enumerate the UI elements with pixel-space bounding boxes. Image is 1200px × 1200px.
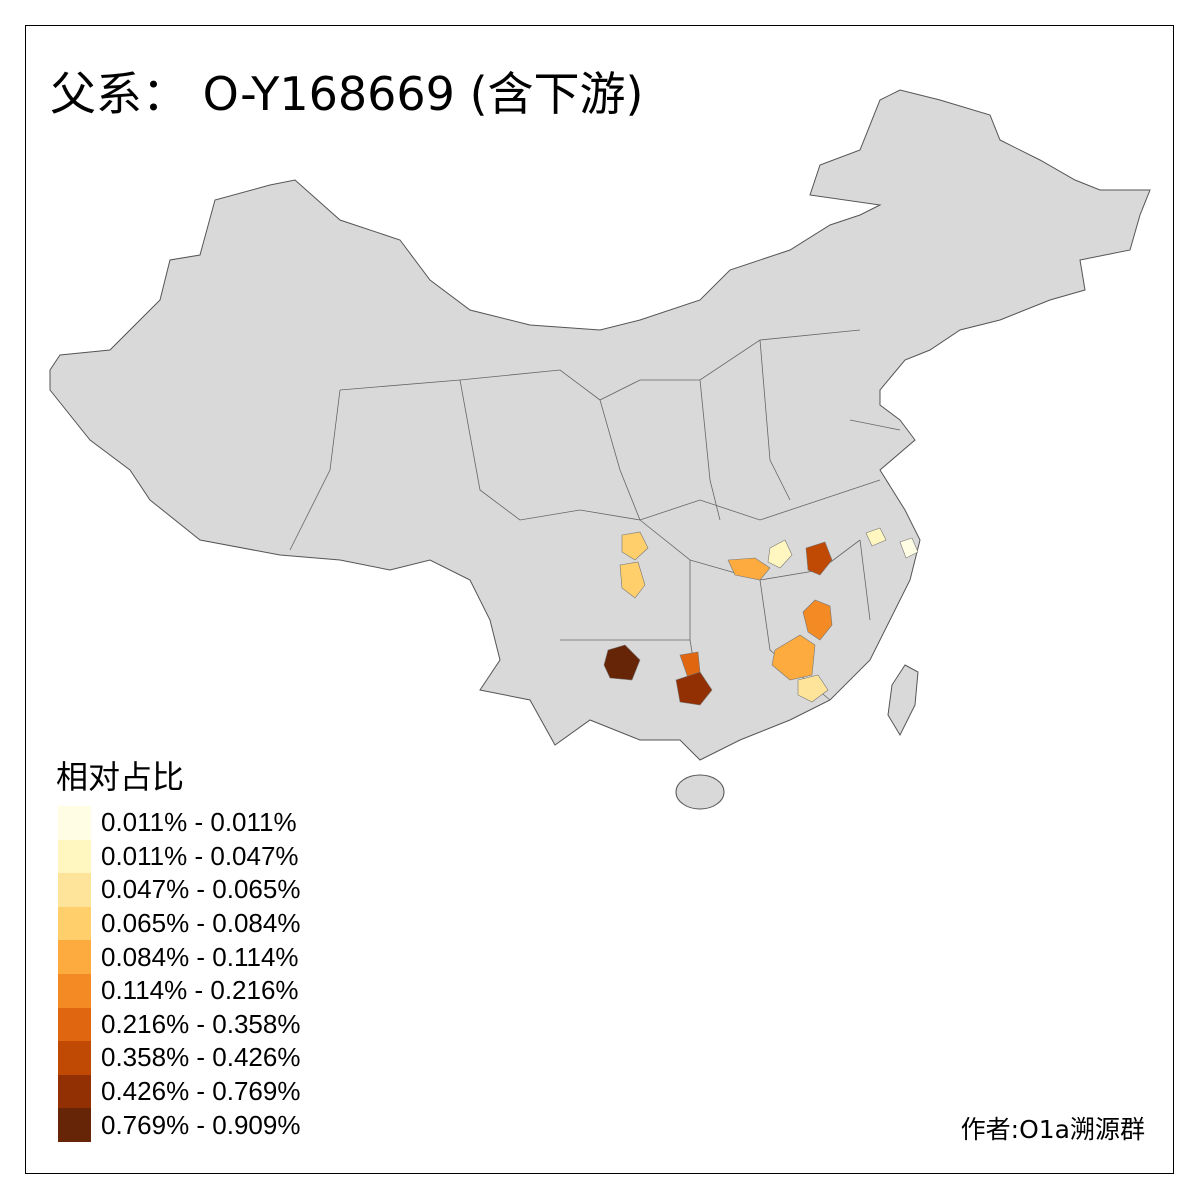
region-8 xyxy=(675,671,713,706)
legend-label: 0.114% - 0.216% xyxy=(101,975,299,1006)
legend-label: 0.011% - 0.047% xyxy=(101,840,299,871)
legend-item: 0.047% - 0.065% xyxy=(58,873,300,907)
legend-item: 0.114% - 0.216% xyxy=(58,973,300,1008)
region-1 xyxy=(767,539,793,569)
legend-item: 0.011% - 0.047% xyxy=(58,839,300,874)
legend-label: 0.084% - 0.114% xyxy=(101,941,299,972)
region-4 xyxy=(727,557,771,581)
region-7 xyxy=(805,541,833,576)
legend-swatch xyxy=(58,906,91,941)
region-0 xyxy=(899,537,919,559)
legend: 0.011% - 0.011% 0.011% - 0.047% 0.047% - 0… xyxy=(58,806,300,1142)
legend-item: 0.011% - 0.011% xyxy=(58,806,300,840)
legend-label: 0.065% - 0.084% xyxy=(101,908,301,939)
legend-item: 0.769% - 0.909% xyxy=(58,1108,300,1142)
legend-item: 0.358% - 0.426% xyxy=(58,1041,300,1075)
legend-item: 0.426% - 0.769% xyxy=(58,1074,301,1109)
author-credit: 作者:O1a溯源群 xyxy=(960,1115,1145,1144)
region-2 xyxy=(797,674,829,703)
map-title: 父系： O-Y168669 (含下游) xyxy=(50,67,644,121)
legend-label: 0.769% - 0.909% xyxy=(101,1109,301,1140)
legend-item: 0.065% - 0.084% xyxy=(58,906,301,941)
china-mainland xyxy=(49,89,1151,761)
map-frame xyxy=(25,25,1174,1174)
legend-swatch xyxy=(58,806,91,840)
legend-swatch xyxy=(58,1007,91,1042)
legend-label: 0.216% - 0.358% xyxy=(101,1008,301,1039)
legend-swatch xyxy=(58,1041,91,1075)
region-5 xyxy=(802,599,833,641)
legend-item: 0.084% - 0.114% xyxy=(58,940,300,974)
legend-swatch xyxy=(58,940,91,974)
region-4 xyxy=(771,634,816,681)
legend-label: 0.047% - 0.065% xyxy=(101,874,301,905)
legend-item: 0.216% - 0.358% xyxy=(58,1007,301,1042)
legend-label: 0.426% - 0.769% xyxy=(101,1076,301,1107)
legend-swatch xyxy=(58,1108,91,1142)
legend-swatch xyxy=(58,873,91,907)
highlighted-regions xyxy=(603,527,919,706)
legend-label: 0.011% - 0.011% xyxy=(101,807,297,838)
legend-swatch xyxy=(58,973,91,1008)
legend-label: 0.358% - 0.426% xyxy=(101,1042,301,1073)
taiwan-island xyxy=(887,664,919,737)
hainan-island xyxy=(675,774,725,810)
province-borders xyxy=(289,329,901,701)
legend-title: 相对占比 xyxy=(56,758,185,796)
legend-swatch xyxy=(58,839,91,874)
region-1 xyxy=(865,527,887,547)
region-3 xyxy=(621,531,649,561)
legend-swatch xyxy=(58,1074,91,1109)
region-3 xyxy=(619,561,646,599)
region-9 xyxy=(603,644,641,681)
